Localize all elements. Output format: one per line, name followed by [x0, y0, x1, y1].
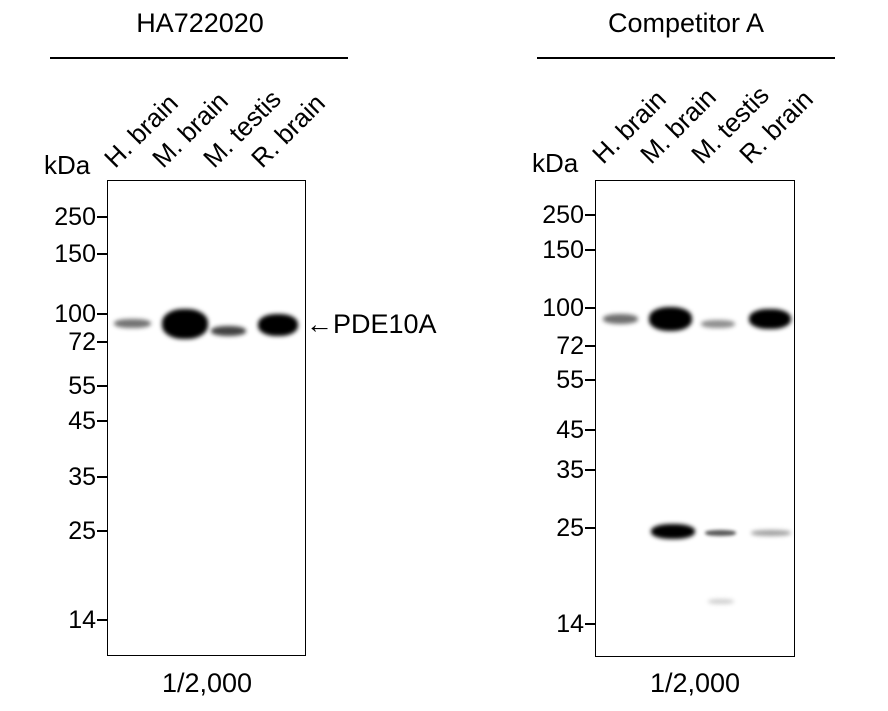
marker-tick: [97, 530, 107, 532]
marker-tick: [585, 379, 595, 381]
band: [649, 307, 692, 331]
kda-label-right: kDa: [532, 148, 579, 178]
marker-tick: [585, 345, 595, 347]
marker-tick: [585, 469, 595, 471]
blot-membrane-left: [107, 180, 306, 656]
marker-tick: [97, 341, 107, 343]
panel-title-left: HA722020: [136, 8, 264, 38]
marker-label: 45: [68, 407, 96, 435]
marker-label: 100: [542, 294, 584, 322]
band: [751, 530, 791, 536]
band: [701, 320, 735, 328]
marker-label: 150: [542, 236, 584, 264]
marker-label: 150: [54, 240, 96, 268]
band: [603, 314, 638, 324]
dilution-right: 1/2,000: [649, 668, 741, 698]
marker-tick: [97, 619, 107, 621]
marker-label: 100: [54, 300, 96, 328]
title-rule-right: [537, 57, 835, 59]
marker-label: 14: [556, 610, 584, 638]
band: [114, 319, 151, 328]
marker-tick: [97, 476, 107, 478]
band: [651, 524, 695, 539]
marker-label: 55: [556, 366, 584, 394]
band: [258, 314, 298, 336]
band: [708, 599, 734, 604]
pde10a-annotation: ←PDE10A: [306, 309, 437, 339]
marker-tick: [585, 527, 595, 529]
marker-tick: [585, 249, 595, 251]
marker-tick: [585, 214, 595, 216]
marker-label: 25: [68, 517, 96, 545]
blot-membrane-right: [595, 180, 795, 657]
marker-label: 35: [68, 463, 96, 491]
marker-tick: [97, 385, 107, 387]
marker-label: 72: [68, 328, 96, 356]
band: [162, 309, 208, 339]
marker-tick: [97, 420, 107, 422]
marker-tick: [97, 313, 107, 315]
marker-tick: [585, 429, 595, 431]
marker-tick: [585, 307, 595, 309]
marker-label: 35: [556, 456, 584, 484]
marker-tick: [585, 623, 595, 625]
title-rule-left: [50, 57, 348, 59]
dilution-left: 1/2,000: [161, 668, 253, 698]
marker-label: 14: [68, 606, 96, 634]
marker-label: 55: [68, 372, 96, 400]
marker-tick: [97, 216, 107, 218]
marker-label: 250: [54, 203, 96, 231]
band: [211, 326, 246, 336]
panel-title-right: Competitor A: [607, 8, 765, 38]
marker-label: 72: [556, 332, 584, 360]
marker-label: 250: [542, 201, 584, 229]
marker-label: 45: [556, 416, 584, 444]
band: [749, 309, 791, 329]
marker-tick: [97, 253, 107, 255]
marker-label: 25: [556, 514, 584, 542]
band: [705, 530, 736, 536]
kda-label-left: kDa: [44, 150, 91, 180]
